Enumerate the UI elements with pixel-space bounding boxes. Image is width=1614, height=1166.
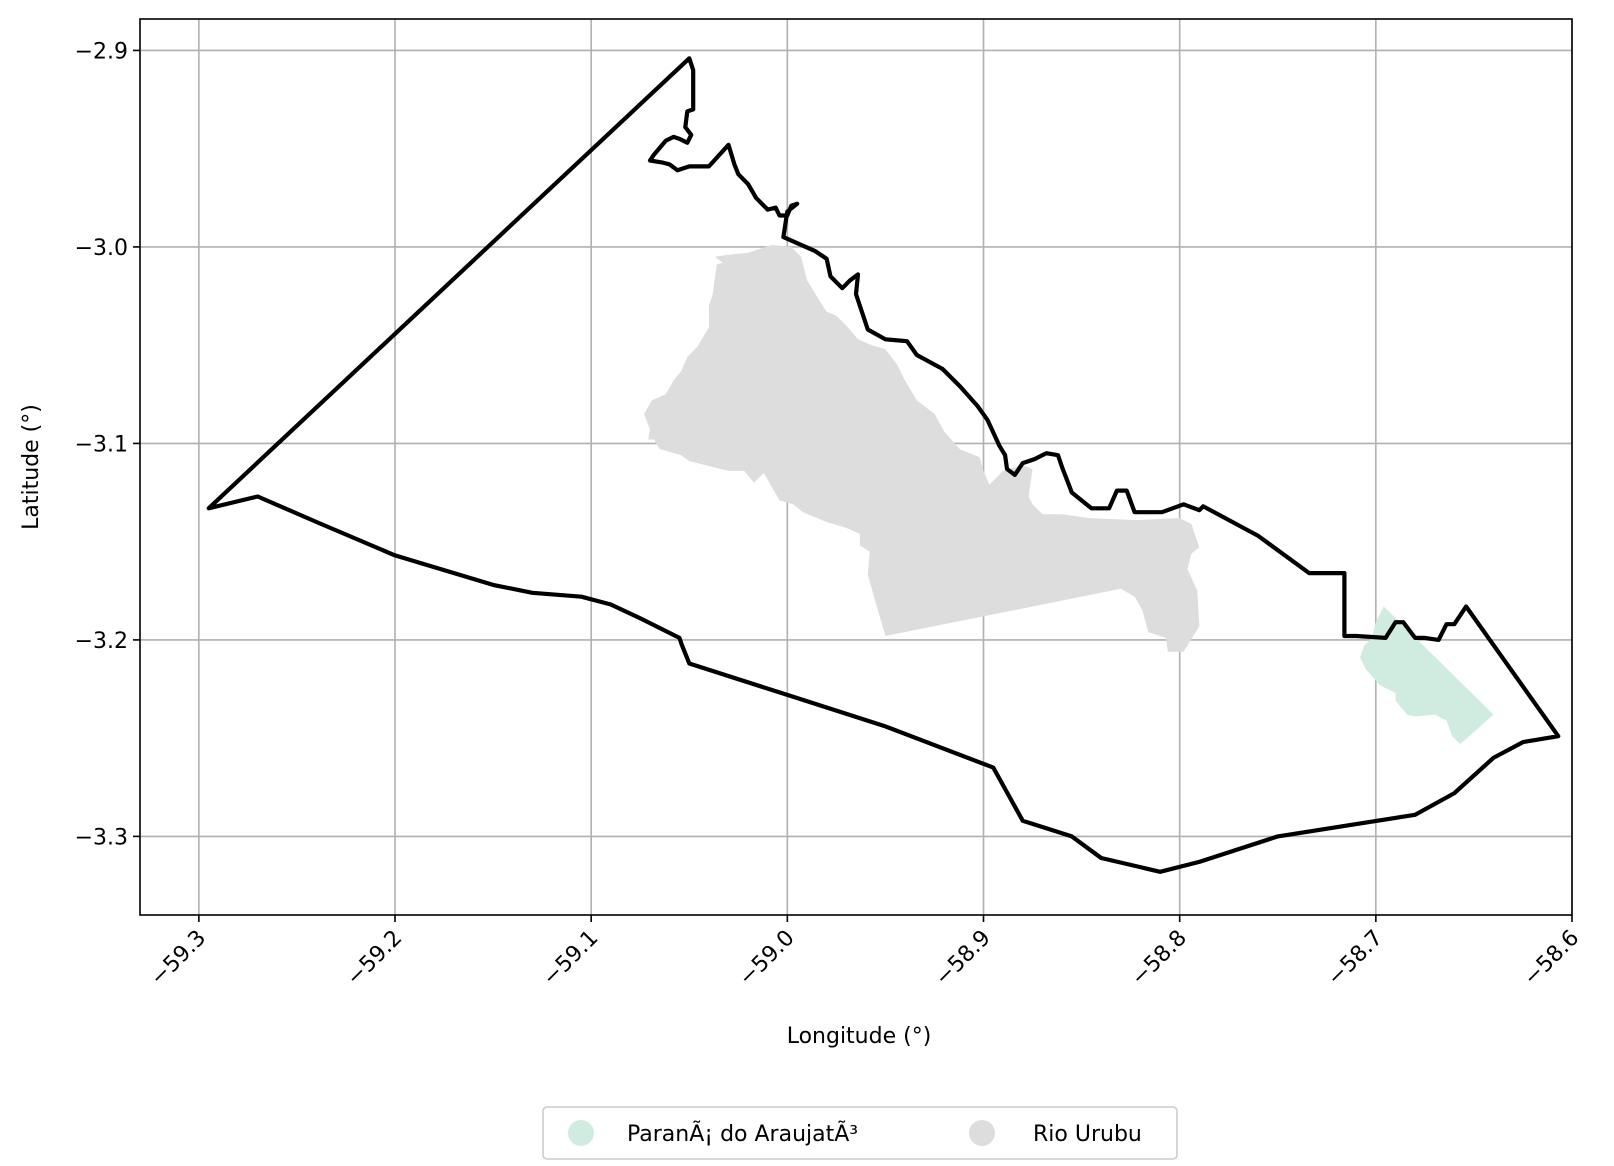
regions [644, 245, 1494, 745]
municipality-boundary [206, 56, 1561, 874]
axes-frame [139, 18, 1573, 916]
y-tick-label-3-1: −3.1 [75, 432, 128, 457]
legend: ParanÃ¡ do AraujatÃ³ Rio Urubu [542, 1106, 1178, 1160]
y-tick-label-2-9: −2.9 [75, 39, 128, 64]
y-tick-label-3-0: −3.0 [75, 236, 128, 261]
legend-label-paranadoarauata: ParanÃ¡ do AraujatÃ³ [627, 1120, 858, 1147]
legend-marker-rio-urubu [969, 1120, 995, 1146]
region-rio-urubu [644, 245, 1200, 652]
legend-label-rio-urubu: Rio Urubu [1033, 1122, 1142, 1147]
legend-marker-paranadoarauata [568, 1120, 594, 1146]
x-axis-label: Longitude (°) [787, 1024, 932, 1049]
region-paranadoarauata [1360, 606, 1494, 745]
y-tick-label-3-3: −3.3 [75, 825, 128, 850]
y-tick-label-3-2: −3.2 [75, 629, 128, 654]
y-axis-ticks: −2.9 −3.0 −3.1 −3.2 −3.3 [75, 39, 140, 850]
legend-frame [542, 1106, 1178, 1160]
boundary [206, 56, 1561, 874]
y-axis-label: Latitude (°) [19, 404, 44, 530]
